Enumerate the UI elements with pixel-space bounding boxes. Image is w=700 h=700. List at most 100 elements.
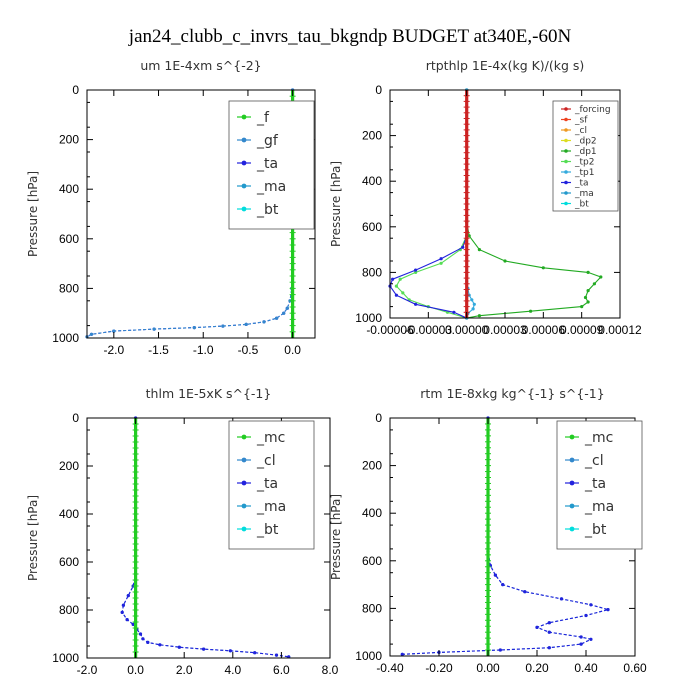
x-tick-label: 0.00003 xyxy=(483,323,527,337)
data-point xyxy=(586,289,590,293)
data-point xyxy=(192,326,196,330)
legend-label: _cl xyxy=(574,126,587,136)
data-point xyxy=(586,270,590,274)
y-tick-label: 400 xyxy=(59,507,79,521)
legend-label: _ta xyxy=(256,156,278,172)
x-tick-label: 2.0 xyxy=(176,663,193,677)
data-point xyxy=(452,310,456,314)
legend-label: _bt xyxy=(256,202,279,218)
data-point xyxy=(606,608,610,612)
legend-label: _mc xyxy=(584,430,613,446)
data-point xyxy=(547,646,551,650)
y-tick-label: 200 xyxy=(59,133,79,147)
y-axis-label: Pressure [hPa] xyxy=(329,494,343,580)
y-tick-label: 0 xyxy=(72,411,79,425)
data-point xyxy=(131,622,135,627)
y-tick-label: 1000 xyxy=(52,331,79,345)
data-point xyxy=(589,637,593,641)
data-point xyxy=(285,306,289,310)
x-tick-label: 0.00000 xyxy=(445,323,489,337)
legend-marker xyxy=(241,503,247,509)
y-tick-label: 1000 xyxy=(52,651,79,665)
y-axis-label: Pressure [hPa] xyxy=(26,495,40,581)
data-point xyxy=(244,322,248,326)
y-tick-label: 200 xyxy=(362,459,382,473)
x-tick-label: -0.5 xyxy=(238,343,259,357)
series-line-tp2 xyxy=(395,90,468,319)
x-tick-label: 0.0 xyxy=(284,343,301,357)
data-point xyxy=(439,257,443,261)
y-tick-label: 0 xyxy=(375,411,382,425)
y-tick-label: 1000 xyxy=(355,311,382,325)
y-tick-label: 1000 xyxy=(355,649,382,663)
legend-label: _sf xyxy=(574,116,588,126)
data-point xyxy=(121,603,125,607)
data-point xyxy=(589,603,593,607)
y-tick-label: 800 xyxy=(59,603,79,617)
data-point xyxy=(580,305,584,309)
y-tick-label: 600 xyxy=(59,555,79,569)
x-tick-label: 8.0 xyxy=(322,663,339,677)
y-tick-label: 800 xyxy=(362,601,382,615)
legend-marker xyxy=(569,526,575,532)
series-line-dp1 xyxy=(466,90,602,319)
x-tick-label: 0.00009 xyxy=(560,323,604,337)
legend-label: _forcing xyxy=(574,105,611,115)
legend-marker xyxy=(564,138,568,143)
data-point xyxy=(439,261,443,265)
data-point xyxy=(146,640,150,645)
y-tick-label: 600 xyxy=(59,232,79,246)
legend: _forcing_sf_cl_dp2_dp1_tp2_tp1_ta_ma_bt xyxy=(552,100,619,212)
data-point xyxy=(535,625,539,630)
y-tick-label: 400 xyxy=(362,174,382,188)
data-point xyxy=(586,300,590,304)
panel-2: rtpthlp 1E-4x(kg K)/(kg s) Pressure [hPa]… xyxy=(329,58,642,337)
legend-label: _f xyxy=(256,110,270,126)
legend-marker xyxy=(241,183,247,189)
x-tick-label: 6.0 xyxy=(273,663,290,677)
panel-4: rtm 1E-8xkg kg^{-1} s^{-1} Pressure [hPa]… xyxy=(329,386,647,675)
x-tick-label: -1.5 xyxy=(148,343,169,357)
plot-frame xyxy=(86,417,331,659)
data-point xyxy=(477,248,481,252)
plot-frame xyxy=(86,89,316,339)
y-tick-label: 200 xyxy=(59,459,79,473)
legend-marker xyxy=(564,191,568,195)
data-point xyxy=(592,282,597,286)
legend-marker xyxy=(564,170,568,174)
y-tick-label: 400 xyxy=(362,506,382,520)
x-tick-label: 4.0 xyxy=(224,663,241,677)
data-point xyxy=(529,309,533,313)
legend-marker xyxy=(564,128,568,132)
legend-marker xyxy=(564,149,568,153)
legend-marker xyxy=(241,160,247,166)
x-tick-label: 0.20 xyxy=(525,661,549,675)
x-tick-label: 0.40 xyxy=(574,661,598,675)
data-point xyxy=(228,649,232,653)
legend: _f _gf _ta _ma _bt xyxy=(228,100,315,230)
data-point xyxy=(275,316,279,320)
data-point xyxy=(221,324,225,328)
series-line-ta xyxy=(402,418,611,655)
data-point xyxy=(559,597,564,601)
data-point xyxy=(470,298,474,302)
y-tick-label: 0 xyxy=(375,83,382,97)
data-point xyxy=(414,268,418,272)
data-point xyxy=(461,245,465,249)
y-tick-label: 600 xyxy=(362,554,382,568)
data-point xyxy=(274,653,279,657)
legend-label: _tp1 xyxy=(574,168,594,178)
y-tick-label: 200 xyxy=(362,129,382,143)
panel-title: rtm 1E-8xkg kg^{-1} s^{-1} xyxy=(420,386,604,401)
data-point xyxy=(547,630,551,634)
data-point xyxy=(467,234,471,238)
data-point xyxy=(599,275,603,279)
panel-3: thlm 1E-5xK s^{-1} Pressure [hPa] 0 200 400 6… xyxy=(26,386,339,677)
data-point xyxy=(523,590,527,594)
legend-label: _ta xyxy=(584,476,606,492)
data-point xyxy=(262,320,266,324)
panel-title: rtpthlp 1E-4x(kg K)/(kg s) xyxy=(426,58,585,73)
legend-marker xyxy=(564,201,568,206)
data-point xyxy=(120,610,124,615)
